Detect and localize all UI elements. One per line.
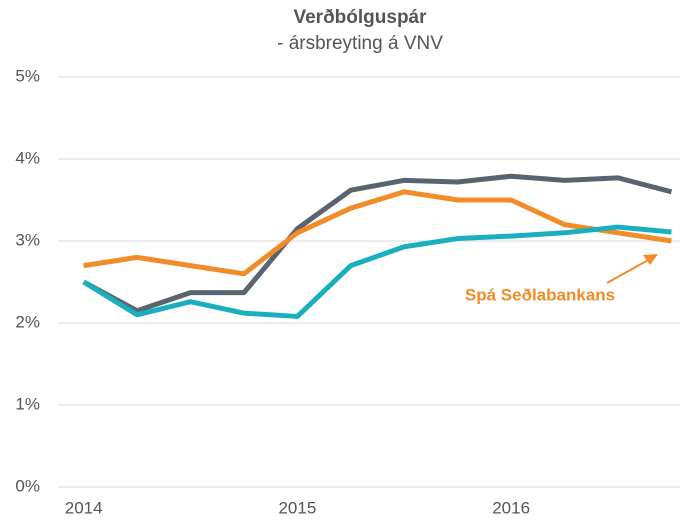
series-line <box>82 224 672 319</box>
x-tick-label: 2016 <box>492 498 530 517</box>
annotation-arrow <box>606 258 651 284</box>
x-tick-label: 2015 <box>278 498 316 517</box>
annotation: Spá Seðlabankans <box>465 285 615 304</box>
y-tick-label: 2% <box>15 312 40 331</box>
y-tick-label: 5% <box>15 66 40 85</box>
chart-subtitle: - ársbreyting á VNV <box>277 33 443 54</box>
y-tick-label: 0% <box>15 476 40 495</box>
chart-title: Verðbólguspár <box>293 7 427 28</box>
y-tick-label: 3% <box>15 230 40 249</box>
x-tick-label: 2014 <box>65 498 103 517</box>
y-tick-label: 4% <box>15 148 40 167</box>
series-line <box>83 189 672 277</box>
y-tick-label: 1% <box>15 394 40 413</box>
annotation-arrowhead <box>643 254 658 265</box>
series-line <box>82 173 673 314</box>
